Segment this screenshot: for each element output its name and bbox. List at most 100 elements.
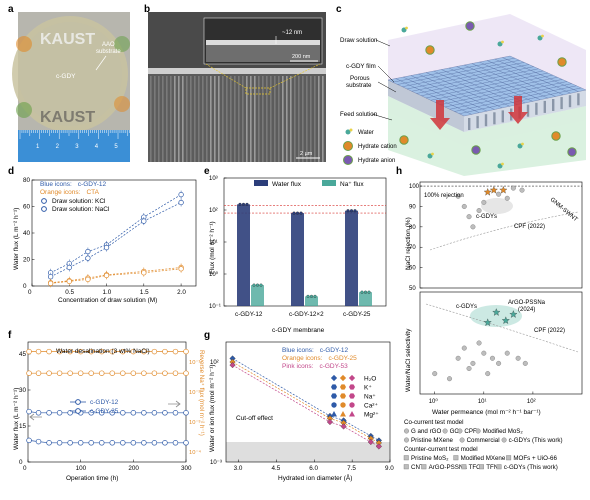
h-literature-point bbox=[432, 371, 438, 377]
f-point bbox=[88, 410, 94, 416]
sem-column bbox=[154, 76, 156, 162]
label-porous-substrate: Porous substrate bbox=[346, 75, 372, 89]
panel-label-b: b bbox=[144, 4, 150, 15]
f-point bbox=[67, 348, 73, 355]
f-point bbox=[183, 370, 189, 376]
zoom-box bbox=[245, 87, 271, 95]
h-literature-point bbox=[481, 199, 487, 205]
e-category-label: c-GDY-25 bbox=[343, 311, 371, 318]
d-y-tick-label: 80 bbox=[23, 177, 31, 184]
film-line bbox=[425, 72, 549, 99]
panel-c-schematic: Draw solution c-GDY film Porous substrate… bbox=[340, 14, 587, 176]
d-legend-nacl: Draw solution: NaCl bbox=[52, 206, 110, 213]
f-point bbox=[141, 370, 147, 376]
g-y-axis-label: Water or ion flux (mol m⁻² h⁻¹) bbox=[209, 364, 216, 452]
f-point bbox=[162, 370, 168, 376]
h-literature-point bbox=[461, 203, 467, 209]
f-series-line bbox=[29, 411, 186, 414]
film-line bbox=[440, 79, 563, 105]
g-point bbox=[367, 438, 374, 446]
sem-column bbox=[182, 76, 184, 162]
kaust-logo-top: KAUST bbox=[40, 31, 95, 48]
h-literature-point bbox=[447, 376, 453, 382]
h-this-work-point bbox=[483, 318, 492, 327]
f-point bbox=[77, 348, 84, 355]
sem-column bbox=[174, 76, 176, 162]
h-legend-entry: Pristine MoS₂ bbox=[411, 455, 449, 462]
f-point bbox=[109, 440, 116, 446]
h-x-tick-label: 10² bbox=[527, 399, 536, 405]
film-line bbox=[494, 58, 571, 94]
h-literature-point bbox=[515, 355, 521, 361]
d-y-tick-label: 60 bbox=[23, 204, 31, 211]
label-c-gdy: c-GDY bbox=[56, 73, 76, 80]
e-point bbox=[241, 202, 246, 206]
g-ion-marker bbox=[331, 384, 337, 390]
h-legend-marker bbox=[404, 428, 410, 434]
substrate-pore bbox=[484, 114, 488, 127]
water-molecule bbox=[401, 27, 407, 33]
h-legend-marker bbox=[453, 455, 459, 461]
f-point bbox=[109, 348, 116, 355]
f-y2-tick-label: 10⁻² bbox=[189, 390, 201, 396]
e-point bbox=[363, 290, 368, 294]
substrate-pore bbox=[568, 95, 572, 108]
g-legend-orange: Orange icons: c-GDY-25 bbox=[282, 355, 357, 362]
d-series-line bbox=[50, 194, 182, 274]
panel-a-photo: KAUST KAUST AAO substrate c-GDY 1 2 3 4 5 6 bbox=[12, 12, 138, 162]
g-ion-marker bbox=[340, 393, 346, 399]
e-point bbox=[299, 211, 303, 215]
g-ion-marker bbox=[339, 374, 347, 382]
substrate-pore bbox=[526, 104, 530, 117]
f-point bbox=[26, 348, 32, 355]
f-point bbox=[46, 410, 52, 416]
f-point bbox=[162, 410, 168, 416]
panel-g-chart: 3.0 4.5 6.0 7.5 9.0 10⁻³ 10² Hydrated ion diame… bbox=[209, 341, 394, 482]
h-literature-point bbox=[476, 340, 482, 346]
e-point bbox=[238, 202, 242, 206]
d-series-line bbox=[50, 267, 182, 284]
d-point bbox=[178, 266, 184, 272]
sem-column bbox=[150, 76, 152, 162]
hydrate-cation bbox=[425, 45, 435, 55]
h-this-work-point bbox=[509, 310, 518, 318]
sem-column bbox=[190, 76, 192, 162]
film-line bbox=[487, 60, 564, 96]
f-point bbox=[151, 410, 158, 416]
sem-column bbox=[226, 76, 228, 162]
panel-label-f: f bbox=[8, 330, 12, 341]
g-point bbox=[340, 419, 347, 426]
f-x-tick-label: 100 bbox=[76, 465, 87, 472]
h-ann-cgdys-bottom: c-GDYs bbox=[456, 304, 477, 310]
g-point bbox=[367, 435, 374, 442]
h-literature-point bbox=[470, 360, 476, 366]
sem-column bbox=[258, 76, 260, 162]
film-line bbox=[444, 81, 568, 108]
sem-column bbox=[266, 76, 268, 162]
f-point bbox=[183, 348, 189, 355]
f-left-axis-arrow bbox=[29, 413, 42, 421]
e-bar bbox=[291, 213, 304, 306]
f-point bbox=[120, 440, 126, 446]
e-y-tick-label: 10¹ bbox=[209, 240, 218, 246]
panel-c-legend: Water Hydrate cation Hydrate anion bbox=[343, 128, 397, 165]
h-literature-point bbox=[504, 350, 510, 356]
hydrate-anion bbox=[471, 145, 481, 155]
f-point bbox=[26, 408, 32, 415]
h-bottom-tradeoff bbox=[425, 303, 579, 353]
f-x-axis-label: Operation time (h) bbox=[66, 475, 118, 482]
h-legend-marker bbox=[461, 464, 467, 470]
d-x-tick-label: 1.0 bbox=[103, 289, 112, 296]
f-point bbox=[67, 410, 73, 416]
sem-column bbox=[206, 76, 208, 162]
hydrate-cation bbox=[551, 131, 561, 141]
f-point bbox=[56, 370, 63, 376]
f-legend-gdy12: c-GDY-12 bbox=[90, 399, 119, 406]
f-point bbox=[35, 370, 42, 376]
sem-column bbox=[238, 76, 240, 162]
ruler-number: 5 bbox=[114, 144, 118, 150]
panel-f-chart: 0 100 200 300 0 15 30 45 10⁻⁴ 10⁻³ 10⁻² 10⁻¹ Operati… bbox=[13, 341, 205, 482]
g-plot-frame bbox=[225, 341, 391, 463]
d-point bbox=[66, 278, 72, 285]
f-point bbox=[130, 370, 137, 376]
